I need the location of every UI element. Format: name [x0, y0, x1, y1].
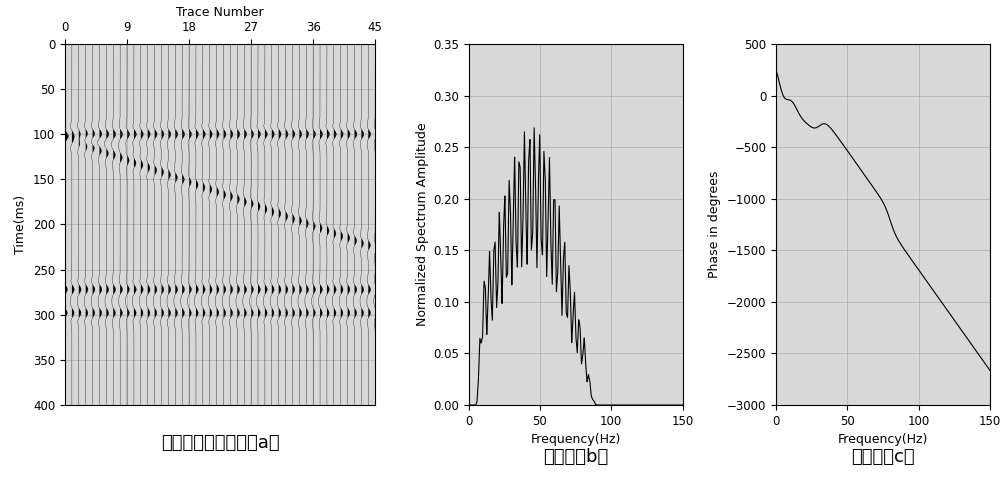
Y-axis label: Phase in degrees: Phase in degrees: [708, 171, 721, 278]
Text: 相位谱（c）: 相位谱（c）: [851, 448, 915, 467]
Y-axis label: Normalized Spectrum Amplitude: Normalized Spectrum Amplitude: [416, 122, 429, 326]
Text: 振幅谱（b）: 振幅谱（b）: [543, 448, 608, 467]
Y-axis label: Time(ms): Time(ms): [14, 195, 27, 254]
X-axis label: Trace Number: Trace Number: [176, 6, 264, 19]
X-axis label: Frequency(Hz): Frequency(Hz): [838, 433, 928, 447]
X-axis label: Frequency(Hz): Frequency(Hz): [530, 433, 621, 447]
Text: 最小相位地震剖面（a）: 最小相位地震剖面（a）: [161, 434, 279, 452]
